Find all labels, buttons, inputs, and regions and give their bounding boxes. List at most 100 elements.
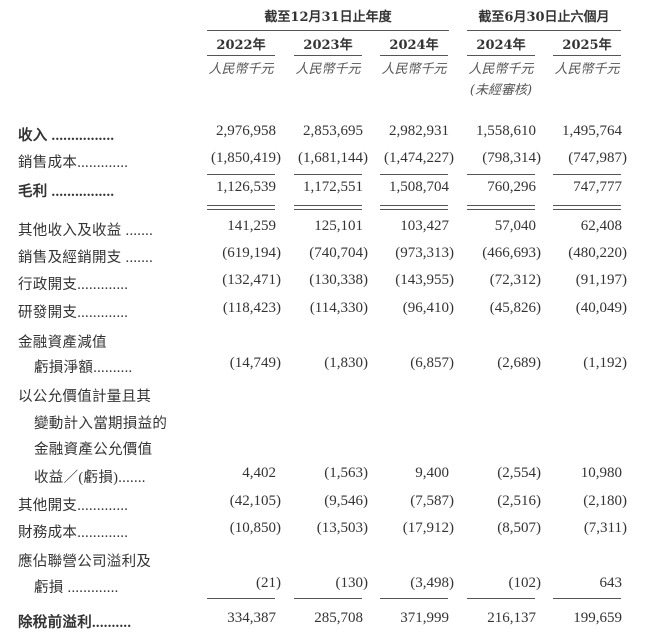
- total-double-rule: [467, 205, 535, 210]
- row-label: 金融資產減值: [18, 335, 107, 351]
- row-label: 銷售及經銷開支 .......: [18, 250, 153, 266]
- row-value: (1,563): [324, 465, 368, 481]
- header-group-annual: 截至12月31日止年度: [264, 10, 392, 25]
- total-double-rule: [553, 205, 621, 210]
- row-value: (143,955): [395, 272, 454, 288]
- row-value: (130,338): [309, 272, 368, 288]
- row-value: (102): [508, 575, 542, 591]
- subtotal-rule: [207, 174, 275, 175]
- unaudited-note: (未經審核): [469, 83, 533, 98]
- divider: [207, 30, 449, 31]
- row-value: 285,708: [314, 610, 363, 626]
- row-label: 收益／(虧損).......: [34, 470, 146, 486]
- row-label: 其他收入及收益 .......: [18, 223, 153, 239]
- row-value: (21): [256, 575, 281, 591]
- divider: [207, 55, 275, 56]
- row-value: (798,314): [482, 150, 541, 166]
- row-value: (2,180): [583, 493, 627, 509]
- row-value: (2,689): [497, 355, 541, 371]
- subtotal-rule: [380, 598, 448, 599]
- row-value: 760,296: [487, 179, 536, 195]
- divider: [467, 30, 621, 31]
- subtotal-rule: [380, 174, 448, 175]
- row-value: 2,853,695: [303, 123, 363, 139]
- year-header: 2024年: [476, 38, 526, 53]
- row-value: 1,558,610: [476, 123, 536, 139]
- row-label: 研發開支.............: [18, 305, 129, 321]
- row-value: (2,516): [497, 493, 541, 509]
- total-double-rule: [294, 205, 362, 210]
- row-value: (114,330): [309, 300, 368, 316]
- row-value: (2,554): [497, 465, 541, 481]
- row-value: (619,194): [222, 245, 281, 261]
- divider: [294, 55, 362, 56]
- row-value: 125,101: [314, 218, 363, 234]
- row-value: (14,749): [229, 355, 281, 371]
- row-value: (13,503): [316, 520, 368, 536]
- row-value: (973,313): [395, 245, 454, 261]
- unit-label: 人民幣千元: [468, 62, 534, 77]
- unit-label: 人民幣千元: [381, 62, 447, 77]
- year-header: 2022年: [216, 38, 266, 53]
- subtotal-rule: [467, 174, 535, 175]
- row-label: 行政開支.............: [18, 277, 129, 293]
- unit-label: 人民幣千元: [554, 62, 620, 77]
- row-label: 虧損 .............: [34, 580, 119, 596]
- row-label: 其他開支.............: [18, 498, 129, 514]
- row-value: 1,508,704: [389, 179, 449, 195]
- row-value: (7,311): [583, 520, 627, 536]
- subtotal-rule: [553, 598, 621, 599]
- row-value: (72,312): [489, 272, 541, 288]
- row-value: (91,197): [575, 272, 627, 288]
- row-label: 除稅前溢利..........: [18, 615, 132, 631]
- year-header: 2023年: [303, 38, 353, 53]
- header-group-interim: 截至6月30日止六個月: [478, 10, 610, 25]
- total-double-rule: [207, 205, 275, 210]
- row-value: (7,587): [410, 493, 454, 509]
- row-value: 9,400: [415, 465, 449, 481]
- row-value: (10,850): [229, 520, 281, 536]
- row-label: 金融資產公允價值: [34, 442, 153, 458]
- row-value: (1,830): [324, 355, 368, 371]
- row-label: 毛利 ................: [18, 184, 115, 200]
- row-value: (466,693): [482, 245, 541, 261]
- row-value: (747,987): [568, 150, 627, 166]
- row-label: 收入 ................: [18, 128, 115, 144]
- row-value: (1,474,227): [384, 150, 454, 166]
- row-value: 747,777: [573, 179, 622, 195]
- row-label: 財務成本.............: [18, 525, 129, 541]
- row-value: 199,659: [573, 610, 622, 626]
- row-value: 643: [599, 575, 623, 591]
- row-value: 10,980: [580, 465, 622, 481]
- row-label: 虧損淨額..........: [34, 360, 133, 376]
- row-value: (1,850,419): [211, 150, 281, 166]
- row-value: (42,105): [229, 493, 281, 509]
- row-value: (1,681,144): [298, 150, 368, 166]
- row-value: 62,408: [580, 218, 622, 234]
- divider: [553, 55, 621, 56]
- row-value: 1,126,539: [216, 179, 276, 195]
- row-value: (9,546): [324, 493, 368, 509]
- subtotal-rule: [553, 174, 621, 175]
- row-value: (45,826): [489, 300, 541, 316]
- row-value: 103,427: [400, 218, 449, 234]
- row-value: 2,976,958: [216, 123, 276, 139]
- subtotal-rule: [294, 598, 362, 599]
- unit-label: 人民幣千元: [208, 62, 274, 77]
- row-value: 1,172,551: [303, 179, 363, 195]
- row-value: 141,259: [227, 218, 276, 234]
- row-value: (118,423): [222, 300, 281, 316]
- row-value: 57,040: [494, 218, 536, 234]
- unit-label: 人民幣千元: [295, 62, 361, 77]
- row-value: (6,857): [410, 355, 454, 371]
- row-value: 1,495,764: [562, 123, 622, 139]
- subtotal-rule: [467, 598, 535, 599]
- divider: [380, 55, 448, 56]
- total-double-rule: [380, 205, 448, 210]
- row-value: 4,402: [242, 465, 276, 481]
- year-header: 2024年: [389, 38, 439, 53]
- row-value: (130): [335, 575, 369, 591]
- row-value: 2,982,931: [389, 123, 449, 139]
- subtotal-rule: [294, 174, 362, 175]
- divider: [467, 55, 535, 56]
